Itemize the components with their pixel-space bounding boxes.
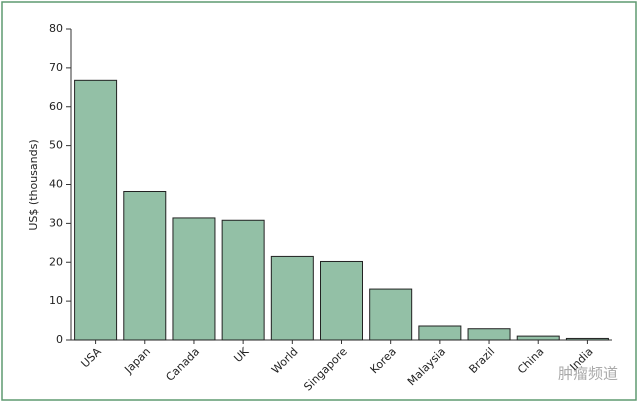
bar (74, 79, 118, 341)
y-tick-label: 10 (49, 294, 63, 307)
y-tick-label: 50 (49, 139, 63, 152)
bar (123, 190, 167, 341)
bar (467, 328, 511, 341)
x-tick-label: USA (79, 345, 105, 371)
x-tick-label: Singapore (301, 345, 350, 394)
y-axis-label: US$ (thousands) (27, 139, 40, 230)
watermark: 肿瘤频道 (558, 365, 618, 383)
y-tick-label: 40 (49, 178, 63, 191)
bar (418, 325, 462, 341)
x-tick-label: China (515, 345, 546, 376)
y-tick-label: 70 (49, 61, 63, 74)
x-tick-label: Brazil (466, 345, 497, 376)
x-tick-label: Korea (368, 345, 399, 376)
x-tick-label: Canada (163, 345, 202, 384)
y-tick-label: 20 (49, 255, 63, 268)
bar (516, 335, 560, 341)
bar (565, 337, 609, 341)
x-tick-label: Japan (121, 345, 153, 377)
bar (369, 288, 413, 341)
x-tick-label: Malaysia (405, 345, 448, 388)
x-tick-label: UK (231, 344, 252, 365)
y-tick-label: 30 (49, 216, 63, 229)
bar (270, 255, 314, 341)
y-tick-label: 0 (56, 333, 63, 346)
y-tick-label: 80 (49, 22, 63, 35)
frame (1, 1, 637, 401)
y-tick-label: 60 (49, 100, 63, 113)
x-tick-label: World (269, 345, 300, 376)
bar (221, 219, 265, 341)
bar (320, 260, 363, 341)
bar (172, 217, 216, 341)
